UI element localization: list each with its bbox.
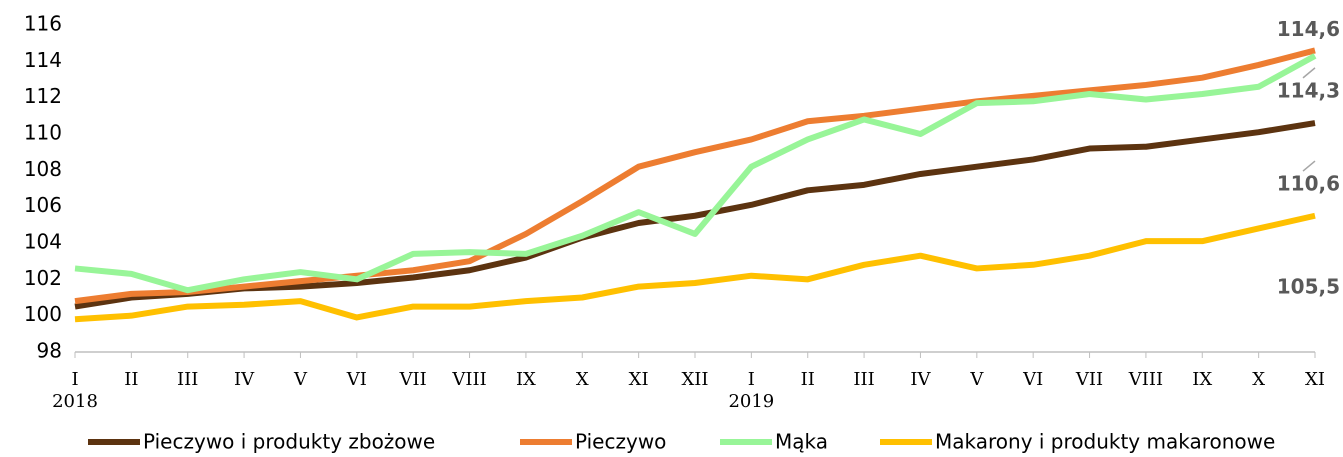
x-tick-label: X: [576, 369, 589, 390]
x-tick-label: III: [853, 369, 874, 390]
x-tick-label: IX: [516, 369, 536, 390]
x-tick-label: III: [177, 369, 198, 390]
x-tick-label: XII: [681, 369, 708, 390]
x-tick-label: VIII: [1128, 369, 1163, 390]
year-label: 2018: [52, 391, 98, 412]
x-tick-label: IV: [910, 369, 931, 390]
x-tick-label: X: [1252, 369, 1265, 390]
x-tick-label: XI: [629, 369, 649, 390]
legend-label: Pieczywo i produkty zbożowe: [143, 430, 435, 454]
y-tick-label: 114: [24, 48, 62, 72]
x-tick-label: VII: [399, 369, 427, 390]
x-tick-label: V: [969, 369, 984, 390]
x-tick-label: I: [71, 369, 78, 390]
x-tick-label: II: [801, 369, 815, 390]
x-tick-label: VI: [346, 369, 367, 390]
x-tick-label: VIII: [451, 369, 486, 390]
value-label: 114,6: [1277, 17, 1340, 41]
x-tick-label: IX: [1192, 369, 1212, 390]
x-tick-label: I: [748, 369, 755, 390]
x-tick-label: XI: [1305, 369, 1325, 390]
y-tick-label: 102: [24, 266, 62, 290]
value-label: 110,6: [1277, 172, 1340, 196]
series-line: [74, 212, 1316, 323]
year-label: 2019: [728, 391, 774, 412]
x-tick-label: V: [293, 369, 308, 390]
leader-line: [1302, 160, 1316, 172]
series-line: [74, 47, 1316, 305]
x-tick-label: VII: [1075, 369, 1103, 390]
y-tick-label: 104: [24, 230, 62, 254]
y-tick-label: 100: [24, 302, 62, 326]
y-tick-label: 112: [24, 84, 62, 108]
y-tick-label: 116: [24, 12, 62, 36]
y-tick-label: 98: [37, 339, 62, 363]
x-tick-label: IV: [234, 369, 255, 390]
legend-label: Makarony i produkty makaronowe: [935, 430, 1275, 454]
x-tick-label: VI: [1022, 369, 1043, 390]
y-tick-label: 108: [24, 157, 62, 181]
legend-label: Pieczywo: [575, 430, 666, 454]
legend-label: Mąka: [775, 430, 828, 454]
x-tick-label: II: [124, 369, 138, 390]
series-line: [74, 53, 1317, 294]
series-line: [74, 120, 1316, 310]
value-label: 114,3: [1277, 78, 1340, 102]
y-tick-label: 110: [24, 121, 62, 145]
value-label: 105,5: [1277, 274, 1340, 298]
y-tick-label: 106: [24, 193, 62, 217]
leader-line: [1302, 67, 1316, 79]
